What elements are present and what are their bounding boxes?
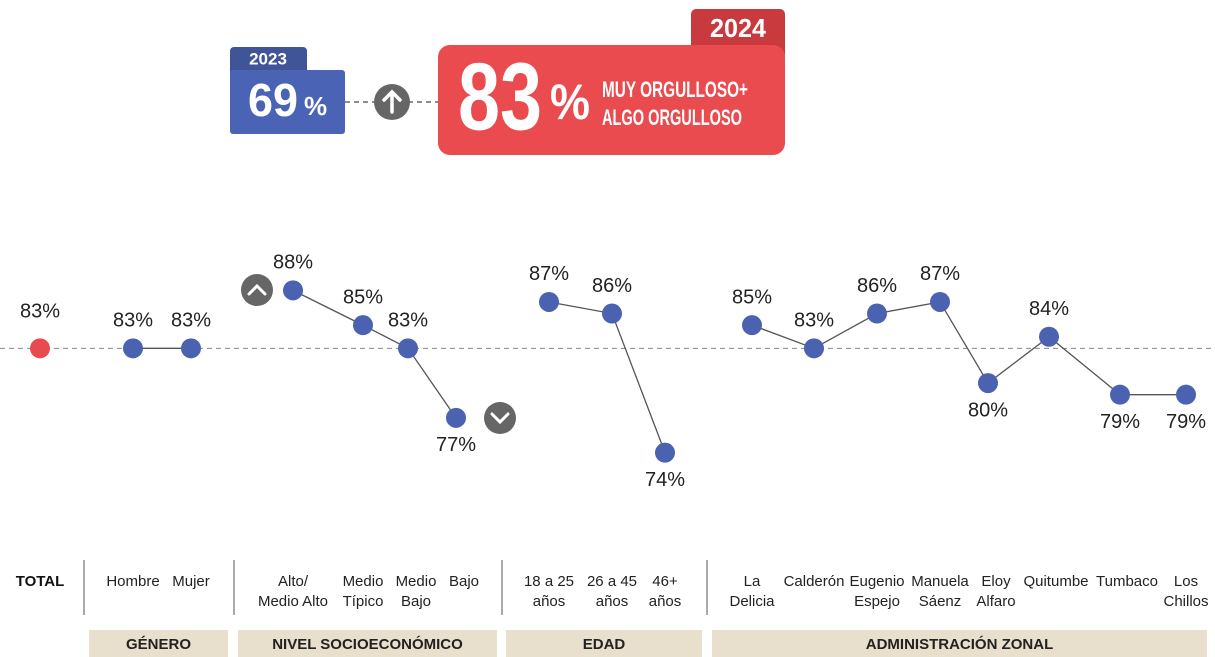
- separators: [83, 560, 708, 615]
- prev-year-tab: [230, 47, 307, 77]
- point: [283, 280, 303, 301]
- point: [398, 338, 418, 359]
- category-label: Típico: [343, 593, 384, 610]
- max-icon: [241, 274, 273, 306]
- min-chevron: [490, 412, 510, 425]
- prev-year: 2023: [249, 49, 287, 68]
- total-point: [30, 338, 50, 359]
- category-label: Mujer: [172, 573, 210, 590]
- group-line: [292, 289, 457, 419]
- category-label: Eloy: [981, 573, 1011, 590]
- category-label: Medio Alto: [258, 593, 328, 610]
- value-label: 74%: [645, 469, 685, 491]
- point: [1039, 326, 1059, 347]
- category-label: años: [649, 593, 682, 610]
- category-label: Espejo: [854, 593, 900, 610]
- group-band: [712, 630, 1207, 657]
- category-label: Alfaro: [976, 593, 1015, 610]
- value-label: 83%: [388, 310, 428, 332]
- prev-unit: %: [304, 91, 327, 121]
- category-label: Calderón: [784, 573, 845, 590]
- point: [804, 338, 824, 359]
- value-label: 86%: [592, 275, 632, 297]
- category-label: Chillos: [1163, 593, 1208, 610]
- category-label: Hombre: [106, 573, 159, 590]
- value-label: 86%: [857, 275, 897, 297]
- category-label: Bajo: [401, 593, 431, 610]
- value-label: 85%: [343, 286, 383, 308]
- value-label: 83%: [20, 301, 60, 323]
- category-label: Bajo: [449, 573, 479, 590]
- value-label: 80%: [968, 399, 1008, 421]
- group-band: [506, 630, 702, 657]
- category-label: Los: [1174, 573, 1198, 590]
- value-label: 83%: [794, 310, 834, 332]
- category-label: Tumbaco: [1096, 573, 1158, 590]
- point: [602, 303, 622, 324]
- group-label: EDAD: [583, 636, 626, 653]
- point: [123, 338, 143, 359]
- value-label: 79%: [1166, 411, 1206, 433]
- group-line: [548, 301, 666, 453]
- current-value: 83: [458, 43, 542, 150]
- category-label: 46+: [652, 573, 678, 590]
- category-label: TOTAL: [16, 573, 65, 590]
- current-box: [438, 45, 785, 155]
- point: [181, 338, 201, 359]
- group-band: [238, 630, 497, 657]
- point: [539, 291, 559, 312]
- category-label: Alto/: [278, 573, 309, 590]
- value-label: 85%: [732, 286, 772, 308]
- min-icon: [484, 402, 516, 434]
- category-label: Medio: [343, 573, 384, 590]
- max-chevron: [247, 283, 267, 296]
- value-label: 84%: [1029, 298, 1069, 320]
- group-label: ADMINISTRACIÓN ZONAL: [866, 635, 1054, 653]
- point: [930, 291, 950, 312]
- point: [1176, 384, 1196, 405]
- value-label: 83%: [113, 310, 153, 332]
- category-label: años: [596, 593, 629, 610]
- group-label: GÉNERO: [126, 636, 191, 653]
- value-label: 79%: [1100, 411, 1140, 433]
- category-label: 26 a 45: [587, 573, 637, 590]
- category-label: 18 a 25: [524, 573, 574, 590]
- category-label: Sáenz: [919, 593, 962, 610]
- category-label: Quitumbe: [1023, 573, 1088, 590]
- category-label: Eugenio: [849, 573, 904, 590]
- point: [353, 315, 373, 336]
- point: [742, 315, 762, 336]
- value-label: 83%: [171, 310, 211, 332]
- current-year: 2024: [710, 13, 767, 43]
- value-label: 87%: [920, 263, 960, 285]
- category-label: Delicia: [729, 593, 775, 610]
- category-label: La: [744, 573, 761, 590]
- point: [978, 373, 998, 394]
- value-label: 87%: [529, 263, 569, 285]
- point: [446, 407, 466, 428]
- point: [867, 303, 887, 324]
- point: [1110, 384, 1130, 405]
- group-band: [89, 630, 228, 657]
- category-label: años: [533, 593, 566, 610]
- description: MUY ORGULLOSO+: [602, 77, 748, 102]
- category-label: Manuela: [911, 573, 969, 590]
- description: ALGO ORGULLOSO: [602, 105, 742, 130]
- group-line: [751, 301, 1186, 396]
- group-label: NIVEL SOCIOECONÓMICO: [272, 635, 463, 653]
- up-arrow: [382, 89, 402, 114]
- current-unit: %: [550, 74, 590, 130]
- value-label: 77%: [436, 434, 476, 456]
- prev-box: [230, 70, 345, 134]
- value-label: 88%: [273, 252, 313, 274]
- category-label: Medio: [396, 573, 437, 590]
- prev-value: 69: [248, 74, 298, 126]
- point: [655, 442, 675, 463]
